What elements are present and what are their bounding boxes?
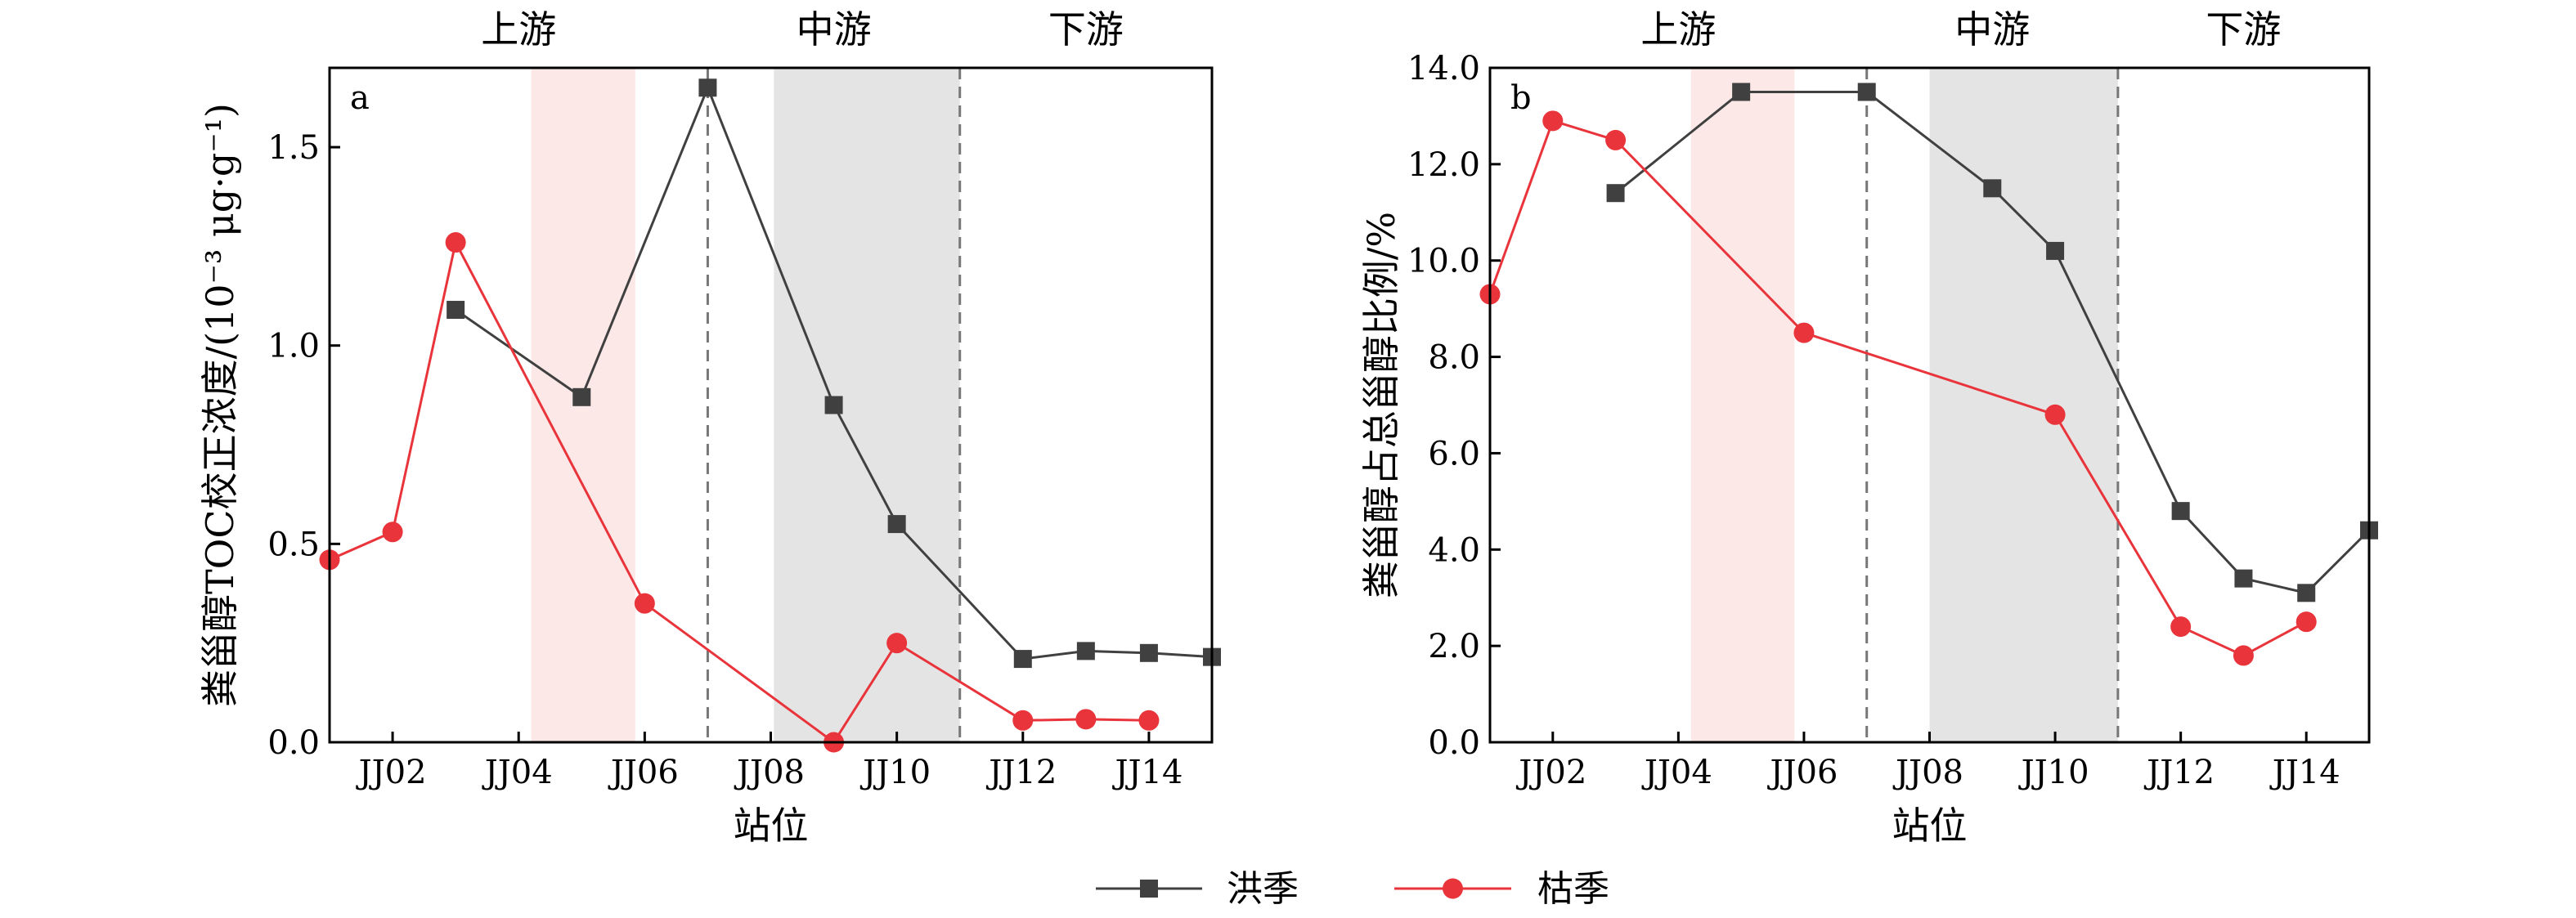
data-point-square: [1983, 179, 2002, 198]
x-tick-label: JJ06: [608, 754, 679, 791]
x-tick-label: JJ12: [2143, 754, 2215, 791]
x-tick-label: JJ14: [2269, 754, 2340, 791]
y-tick-label: 2.0: [1428, 628, 1480, 665]
region-label: 下游: [1048, 7, 1124, 51]
x-tick-label: JJ14: [1111, 754, 1183, 791]
x-tick-label: JJ02: [356, 754, 427, 791]
y-tick-label: 8.0: [1428, 339, 1480, 377]
data-point-circle: [634, 593, 655, 614]
data-point-circle: [1138, 710, 1160, 731]
data-point-circle: [1793, 322, 1815, 343]
x-tick-label: JJ06: [1766, 754, 1838, 791]
y-tick-label: 4.0: [1428, 531, 1480, 569]
x-axis-label: 站位: [1892, 804, 1968, 848]
x-tick-label: JJ04: [1641, 754, 1712, 791]
data-point-circle: [886, 633, 908, 654]
data-point-square: [2234, 569, 2253, 588]
region-label: 中游: [1954, 7, 2030, 51]
data-point-square: [887, 515, 906, 534]
data-point-circle: [445, 232, 466, 253]
data-point-square: [1732, 83, 1751, 101]
data-point-circle: [2170, 616, 2192, 638]
legend: 洪季 枯季: [1096, 868, 1609, 910]
legend-label: 洪季: [1227, 868, 1299, 910]
chart-panel-a: 上游 中游 下游 JJ02 JJ04 JJ06 JJ08 JJ10 JJ12 JJ14 0.0 0.5…: [198, 7, 1221, 848]
data-point-square: [1139, 643, 1158, 662]
x-tick-label: JJ02: [1515, 754, 1586, 791]
data-point-square: [1076, 642, 1095, 661]
data-point-square: [2297, 584, 2316, 602]
x-tick-label: JJ08: [734, 754, 805, 791]
y-tick-label: 1.5: [267, 129, 320, 167]
data-point-circle: [1605, 129, 1627, 150]
data-point-circle: [2233, 645, 2254, 666]
y-tick-label: 0.5: [267, 526, 320, 563]
x-axis-label: 站位: [734, 804, 809, 848]
region-label: 上游: [481, 7, 556, 51]
x-tick-label: JJ10: [859, 754, 931, 791]
chart-panel-b: 上游 中游 下游 JJ02 JJ04 JJ06 JJ08 JJ10 JJ12 JJ14 0.0 2.0…: [1359, 7, 2378, 848]
data-point-circle: [382, 522, 403, 543]
data-point-circle: [2296, 611, 2317, 633]
data-point-circle: [1542, 110, 1564, 132]
legend-marker-square: [1140, 880, 1158, 898]
y-tick-label: 14.0: [1407, 50, 1480, 87]
x-tick-label: JJ08: [1892, 754, 1963, 791]
data-point-square: [447, 301, 465, 320]
x-tick-label: JJ10: [2018, 754, 2089, 791]
y-axis-label: 粪甾醇TOC校正浓度/(10⁻³ μg·g⁻¹): [198, 103, 242, 707]
x-tick-label: JJ12: [985, 754, 1057, 791]
y-axis-label: 粪甾醇占总甾醇比例/%: [1359, 212, 1403, 598]
data-point-circle: [1012, 710, 1034, 731]
data-point-square: [698, 78, 717, 97]
data-point-square: [1857, 83, 1876, 101]
data-point-square: [2046, 241, 2065, 260]
region-label: 上游: [1640, 7, 1716, 51]
plot-frame: [328, 66, 1214, 744]
y-tick-label: 12.0: [1407, 146, 1480, 184]
data-point-square: [1013, 650, 1032, 669]
legend-marker-circle: [1443, 878, 1463, 899]
data-point-square: [824, 396, 843, 414]
region-label: 中游: [797, 7, 872, 51]
data-point-circle: [2044, 404, 2066, 425]
x-tick-label: JJ04: [482, 754, 553, 791]
data-point-circle: [1075, 709, 1097, 730]
y-tick-label: 0.0: [1428, 724, 1480, 762]
data-point-square: [1606, 184, 1625, 203]
y-tick-label: 0.0: [267, 724, 320, 762]
region-label: 下游: [2206, 7, 2281, 51]
panel-letter: a: [350, 79, 370, 117]
panel-letter: b: [1510, 79, 1532, 117]
legend-label: 枯季: [1537, 868, 1609, 910]
data-point-square: [572, 387, 591, 406]
y-tick-label: 6.0: [1428, 435, 1480, 472]
shaded-band: [774, 68, 960, 742]
y-tick-label: 10.0: [1407, 243, 1480, 280]
shaded-band: [1690, 68, 1795, 742]
series-line: [1488, 119, 2307, 657]
data-point-square: [2171, 502, 2190, 521]
y-tick-label: 1.0: [267, 328, 320, 365]
